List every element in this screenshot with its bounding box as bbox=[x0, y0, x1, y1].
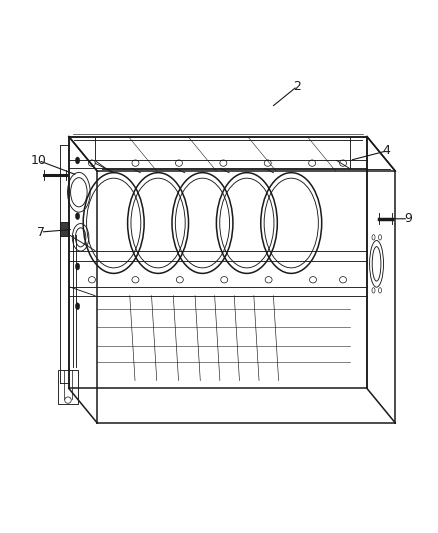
Ellipse shape bbox=[75, 263, 80, 270]
Text: 7: 7 bbox=[36, 225, 45, 239]
Ellipse shape bbox=[75, 213, 80, 220]
Text: 2: 2 bbox=[293, 80, 301, 93]
Text: 10: 10 bbox=[31, 154, 46, 167]
Ellipse shape bbox=[75, 157, 80, 164]
Text: 4: 4 bbox=[383, 144, 391, 157]
Text: 9: 9 bbox=[404, 212, 412, 225]
Ellipse shape bbox=[75, 303, 80, 310]
Bar bbox=[60, 222, 69, 236]
